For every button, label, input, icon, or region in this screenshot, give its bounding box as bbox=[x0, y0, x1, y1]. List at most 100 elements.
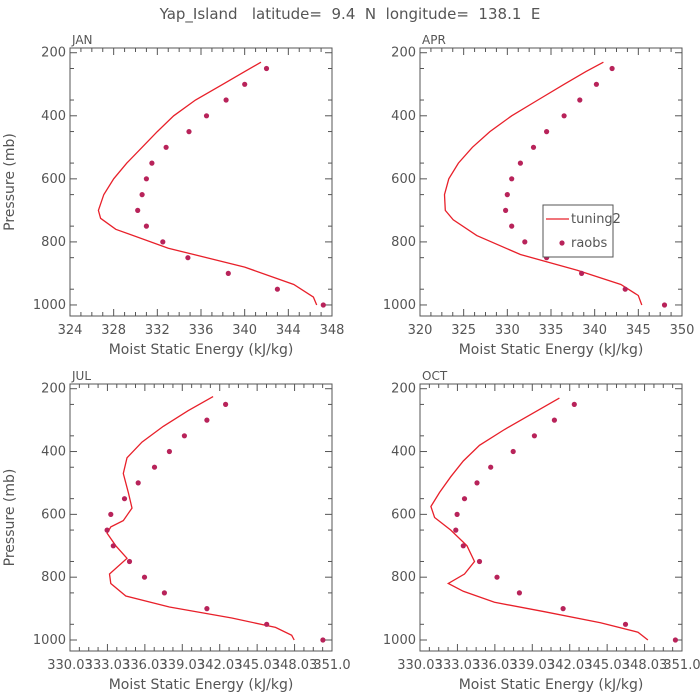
x-tick-label: 340 bbox=[582, 323, 607, 338]
y-axis-label: Pressure (mb) bbox=[2, 469, 18, 567]
x-tick-label: 348.03 bbox=[622, 658, 668, 673]
y-tick-label: 800 bbox=[41, 235, 66, 250]
x-tick-label: 320 bbox=[408, 323, 433, 338]
data-point-raobs bbox=[186, 129, 192, 135]
data-point-raobs bbox=[593, 81, 600, 87]
x-tick-label: 345.03 bbox=[584, 658, 630, 673]
x-tick-label: 332 bbox=[145, 323, 170, 338]
legend-label-raobs: raobs bbox=[571, 236, 608, 251]
data-point-raobs bbox=[460, 543, 466, 549]
data-point-raobs bbox=[544, 129, 550, 135]
y-tick-label: 400 bbox=[41, 109, 66, 124]
figure-title: Yap_Island latitude= 9.4 N longitude= 13… bbox=[159, 5, 541, 24]
data-point-raobs bbox=[143, 176, 149, 182]
data-point-raobs bbox=[503, 207, 509, 213]
data-point-raobs bbox=[223, 97, 229, 103]
data-point-raobs bbox=[530, 144, 537, 150]
x-tick-label: 336.03 bbox=[122, 658, 168, 673]
data-point-raobs bbox=[204, 417, 210, 423]
y-tick-label: 1000 bbox=[33, 298, 66, 313]
data-point-raobs bbox=[163, 144, 169, 150]
series-line-tuning2 bbox=[443, 61, 643, 306]
series-line-tuning2 bbox=[106, 396, 295, 641]
x-tick-label: 335 bbox=[539, 323, 564, 338]
y-tick-label: 600 bbox=[41, 507, 66, 522]
data-point-raobs bbox=[609, 65, 615, 72]
x-tick-label: 330.03 bbox=[397, 658, 443, 673]
x-tick-label: 324 bbox=[58, 323, 83, 338]
data-point-raobs bbox=[166, 448, 172, 455]
x-tick-label: 342.03 bbox=[197, 658, 243, 673]
data-point-raobs bbox=[661, 302, 668, 308]
data-point-raobs bbox=[274, 286, 280, 292]
data-point-raobs bbox=[143, 223, 149, 229]
x-axis-label: Moist Static Energy (kJ/kg) bbox=[459, 342, 644, 358]
x-tick-label: 342.03 bbox=[547, 658, 593, 673]
x-tick-label: 348.03 bbox=[272, 658, 318, 673]
data-point-raobs bbox=[453, 527, 459, 533]
data-point-raobs bbox=[149, 160, 155, 166]
data-point-raobs bbox=[622, 286, 628, 292]
y-tick-label: 800 bbox=[391, 235, 416, 250]
data-point-raobs bbox=[223, 401, 229, 407]
panel-apr: APR 200 400 600 800 1000 320 325 330 335 340 345 350… bbox=[383, 33, 695, 358]
panel-oct: OCT 200 400 600 800 1000 330.03333.03336.03339… bbox=[383, 369, 700, 693]
data-point-raobs bbox=[571, 401, 577, 407]
data-point-raobs bbox=[160, 239, 166, 245]
legend: tuning2 raobs bbox=[542, 204, 621, 258]
data-point-raobs bbox=[531, 433, 538, 439]
y-tick-label: 600 bbox=[391, 507, 416, 522]
y-tick-label: 400 bbox=[41, 445, 66, 460]
data-point-raobs bbox=[139, 192, 145, 198]
y-tick-label: 800 bbox=[391, 570, 416, 585]
x-axis-label: Moist Static Energy (kJ/kg) bbox=[459, 677, 644, 693]
data-point-raobs bbox=[504, 192, 510, 198]
x-tick-label: 351.0 bbox=[663, 658, 700, 673]
y-tick-label: 600 bbox=[41, 172, 66, 187]
x-tick-label: 328 bbox=[101, 323, 126, 338]
y-tick-label: 1000 bbox=[383, 633, 416, 648]
data-point-raobs bbox=[141, 574, 148, 580]
x-tick-label: 325 bbox=[451, 323, 476, 338]
data-point-raobs bbox=[551, 417, 558, 423]
data-point-raobs bbox=[104, 527, 110, 533]
x-tick-label: 330 bbox=[495, 323, 520, 338]
data-point-raobs bbox=[121, 496, 128, 502]
data-point-raobs bbox=[161, 590, 167, 596]
x-tick-label: 345 bbox=[626, 323, 651, 338]
y-tick-label: 400 bbox=[391, 445, 416, 460]
series-line-tuning2 bbox=[97, 61, 318, 306]
data-point-raobs bbox=[461, 496, 468, 502]
x-tick-label: 350 bbox=[670, 323, 695, 338]
y-axis-label: Pressure (mb) bbox=[2, 133, 18, 231]
data-point-raobs bbox=[204, 606, 210, 612]
panels-group: JAN 200 400 600 800 1000 324 328 332 336 340 344 348… bbox=[2, 33, 700, 693]
data-point-raobs bbox=[476, 558, 483, 565]
panel-label: APR bbox=[422, 33, 446, 47]
x-tick-label: 340 bbox=[232, 323, 257, 338]
data-point-raobs bbox=[263, 65, 270, 72]
data-point-raobs bbox=[579, 270, 585, 276]
data-point-raobs bbox=[135, 480, 141, 486]
x-tick-label: 351.0 bbox=[313, 658, 350, 673]
x-axis-label: Moist Static Energy (kJ/kg) bbox=[109, 342, 294, 358]
data-point-raobs bbox=[110, 543, 116, 549]
data-point-raobs bbox=[126, 558, 133, 565]
data-point-raobs bbox=[517, 160, 524, 166]
data-point-raobs bbox=[203, 113, 210, 119]
data-point-raobs bbox=[516, 590, 523, 596]
panel-label: OCT bbox=[422, 369, 448, 383]
panel-label: JAN bbox=[71, 33, 93, 47]
x-tick-label: 330.03 bbox=[47, 658, 93, 673]
y-tick-label: 200 bbox=[41, 382, 66, 397]
data-point-raobs bbox=[185, 255, 191, 261]
data-point-raobs bbox=[151, 464, 158, 470]
data-point-raobs bbox=[560, 606, 566, 612]
plot-frame bbox=[419, 47, 683, 317]
data-point-raobs bbox=[454, 511, 460, 517]
y-tick-label: 600 bbox=[391, 172, 416, 187]
legend-point-swatch bbox=[559, 240, 565, 246]
x-tick-label: 333.03 bbox=[435, 658, 481, 673]
data-point-raobs bbox=[264, 621, 270, 627]
